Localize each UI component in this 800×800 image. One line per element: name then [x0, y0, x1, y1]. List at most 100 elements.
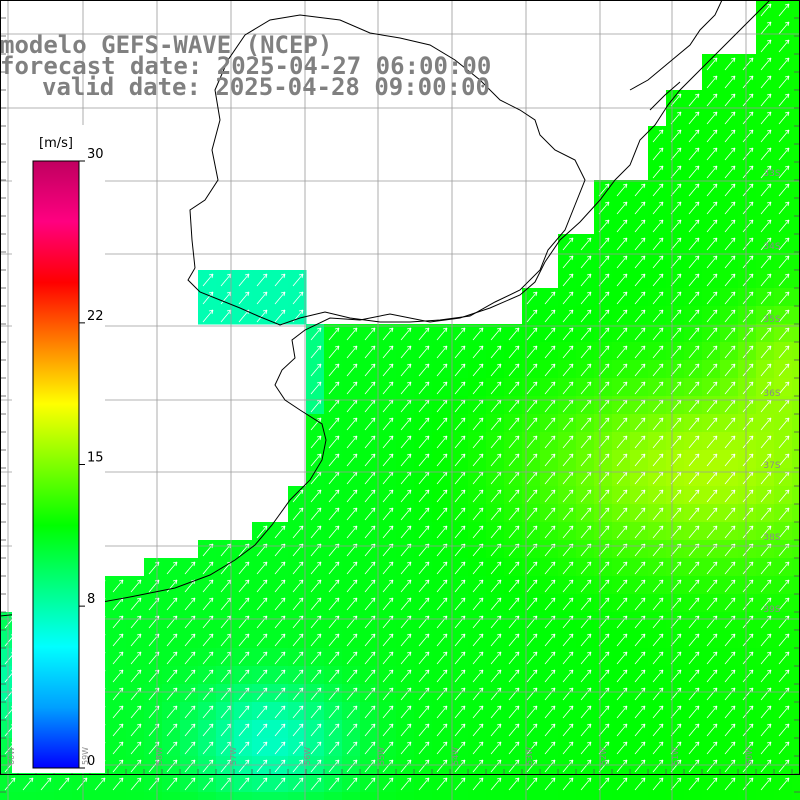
field-cell [720, 504, 739, 523]
wind-arrow [598, 201, 610, 215]
field-cell [144, 774, 163, 793]
wind-arrow [454, 579, 466, 593]
wind-arrow [544, 561, 556, 575]
wind-arrow [598, 687, 610, 701]
field-cell [486, 342, 505, 361]
field-cell [666, 504, 685, 523]
wind-arrow [202, 273, 214, 287]
field-cell [648, 720, 667, 739]
wind-arrow [436, 453, 448, 467]
wind-arrow [400, 327, 412, 341]
longitude-label: 52W [599, 747, 608, 765]
latitude-label: 37S [763, 461, 780, 471]
wind-arrow [472, 489, 484, 503]
wind-arrow [634, 237, 646, 251]
field-cell [468, 738, 487, 757]
field-cell [702, 792, 721, 800]
field-cell [252, 738, 271, 757]
field-cell [360, 378, 379, 397]
wind-arrow [724, 597, 736, 611]
wind-arrow [544, 453, 556, 467]
wind-arrow [274, 723, 286, 737]
wind-arrow [562, 561, 574, 575]
field-cell [774, 576, 793, 595]
wind-arrow [580, 237, 592, 251]
wind-arrow [436, 633, 448, 647]
field-cell [216, 684, 235, 703]
wind-arrow [670, 687, 682, 701]
wind-arrow [724, 723, 736, 737]
wind-arrow [184, 669, 196, 683]
field-cell [702, 666, 721, 685]
wind-arrow [742, 309, 754, 323]
field-cell [792, 54, 800, 73]
field-cell [792, 360, 800, 379]
field-cell [738, 594, 757, 613]
field-cell [198, 738, 217, 757]
wind-arrow [328, 453, 340, 467]
field-cell [108, 612, 127, 631]
wind-arrow [670, 561, 682, 575]
wind-arrow [544, 597, 556, 611]
wind-arrow [364, 741, 376, 755]
field-cell [540, 612, 559, 631]
wind-arrow [634, 345, 646, 359]
wind-arrow [598, 507, 610, 521]
field-cell [738, 90, 757, 109]
wind-arrow [670, 219, 682, 233]
field-cell [486, 594, 505, 613]
wind-arrow [760, 777, 772, 791]
wind-arrow [760, 147, 772, 161]
field-cell [522, 342, 541, 361]
field-cell [432, 648, 451, 667]
field-cell [324, 396, 343, 415]
field-cell [558, 558, 577, 577]
field-cell [540, 432, 559, 451]
field-cell [432, 504, 451, 523]
field-cell [720, 792, 739, 800]
field-cell [702, 270, 721, 289]
field-cell [648, 216, 667, 235]
wind-arrow [40, 777, 52, 791]
wind-arrow [598, 255, 610, 269]
field-cell [684, 396, 703, 415]
wind-arrow [328, 417, 340, 431]
field-cell [396, 558, 415, 577]
wind-arrow [652, 507, 664, 521]
field-cell [342, 648, 361, 667]
field-cell [684, 666, 703, 685]
field-cell [774, 414, 793, 433]
wind-arrow [724, 201, 736, 215]
field-cell [342, 540, 361, 559]
wind-arrow [454, 687, 466, 701]
wind-arrow [652, 597, 664, 611]
wind-arrow [400, 525, 412, 539]
wind-arrow [544, 741, 556, 755]
wind-arrow [274, 579, 286, 593]
longitude-label: 50W [745, 747, 754, 765]
wind-arrow [400, 507, 412, 521]
field-cell [252, 648, 271, 667]
field-cell [162, 612, 181, 631]
wind-arrow [724, 147, 736, 161]
wind-arrow [490, 687, 502, 701]
field-cell [558, 504, 577, 523]
field-cell [216, 306, 235, 325]
field-cell [360, 360, 379, 379]
field-cell [144, 594, 163, 613]
field-cell [522, 792, 541, 800]
field-cell [648, 342, 667, 361]
field-cell [432, 576, 451, 595]
field-cell [612, 666, 631, 685]
field-cell [450, 540, 469, 559]
wind-arrow [166, 741, 178, 755]
field-cell [522, 702, 541, 721]
wind-arrow [778, 165, 790, 179]
field-cell [450, 594, 469, 613]
wind-arrow [742, 183, 754, 197]
wind-arrow [508, 705, 520, 719]
field-cell [756, 648, 775, 667]
field-cell [324, 432, 343, 451]
wind-arrow [652, 669, 664, 683]
field-cell [684, 90, 703, 109]
